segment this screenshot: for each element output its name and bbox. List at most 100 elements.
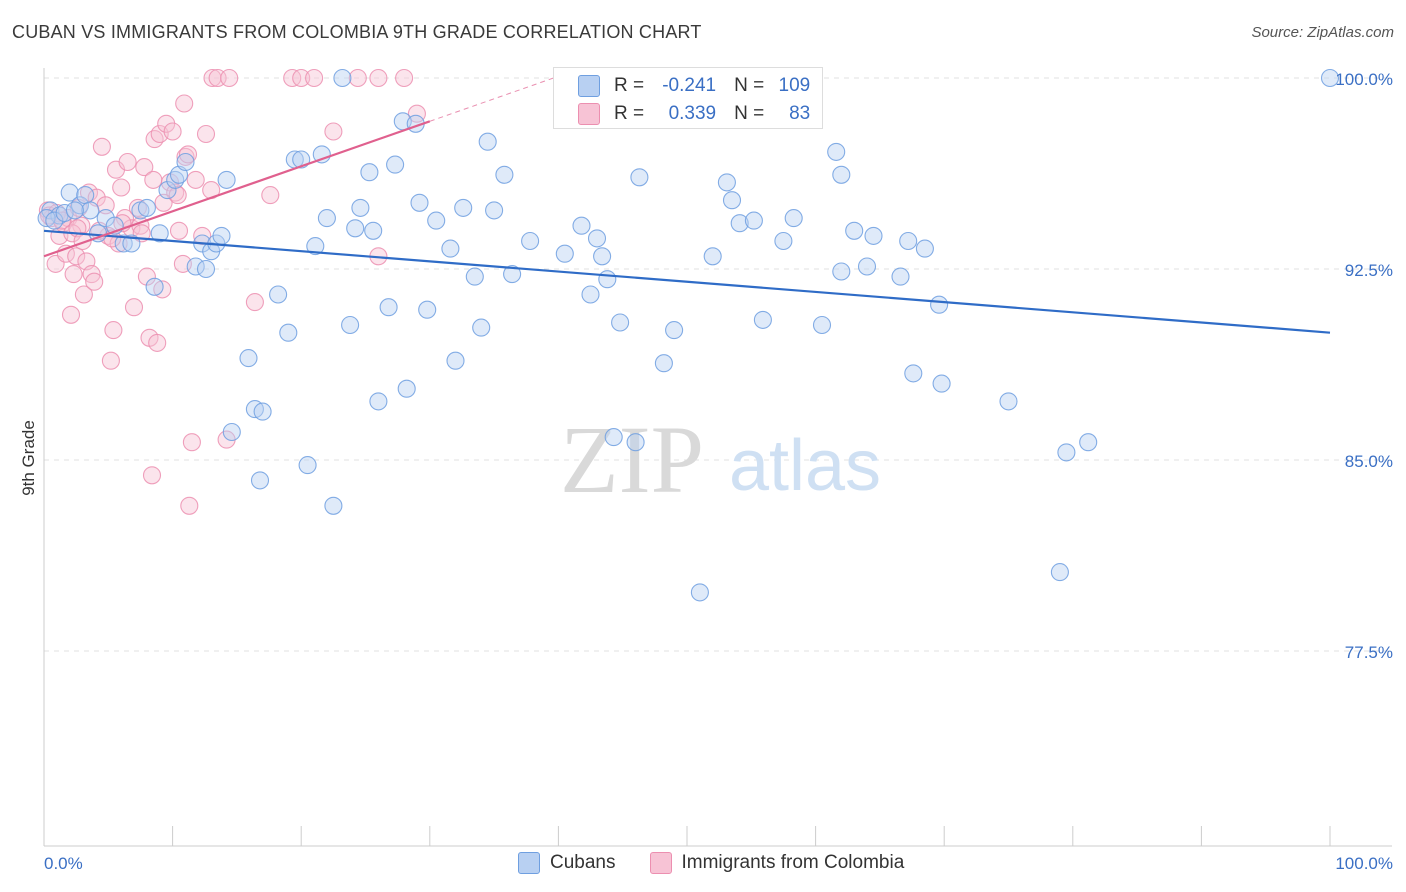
cuban-point-90 [845,221,864,240]
colombia-point-51 [182,433,201,452]
cuban-point-73 [626,433,645,452]
cuban-point-101 [1057,443,1076,462]
colombia-point-43 [163,122,182,141]
colombia-point-59 [220,68,239,88]
cuban-point-4 [76,186,95,205]
watermark: ZIP atlas [560,406,881,513]
colombia-point-61 [261,186,280,205]
cuban-point-15 [158,181,177,200]
cuban-point-40 [333,68,352,88]
cuban-point-57 [454,198,473,217]
r-label-pink: R = [614,103,645,124]
colombia-point-82 [168,186,187,205]
colombia-point-32 [135,158,154,177]
cuban-point-87 [827,142,846,161]
cuban-point-95 [904,364,923,383]
cuban-point-47 [379,298,398,317]
cuban-point-26 [222,422,241,442]
colombia-point-37 [145,130,164,149]
cuban-point-96 [915,239,934,258]
legend-item-colombia[interactable]: Immigrants from Colombia [649,852,905,874]
cuban-point-52 [410,193,429,212]
cuban-point-76 [665,321,684,340]
colombia-point-27 [118,152,137,172]
legend-swatch-colombia [649,852,672,874]
colombia-point-25 [112,178,131,197]
cuban-point-58 [465,267,484,286]
cuban-point-25 [217,170,236,189]
cuban-point-89 [832,262,851,281]
colombia-point-48 [176,147,195,166]
cuban-point-81 [730,214,749,233]
colombia-point-50 [180,496,199,515]
source-label: Source: ZipAtlas.com [1251,24,1394,41]
colombia-point-65 [324,122,343,141]
stats-row-cubans: R = -0.241 N = 109 [578,72,810,100]
n-label-blue: N = [734,75,765,96]
cuban-point-84 [774,231,793,251]
colombia-point-18 [92,137,111,156]
cuban-point-44 [360,163,379,182]
cuban-point-14 [150,224,169,243]
cuban-point-83 [753,310,772,329]
colombia-trend-extension [429,75,559,122]
cuban-point-63 [503,265,522,284]
cuban-point-27 [239,349,258,368]
cuban-point-45 [364,221,383,240]
cuban-point-98 [932,374,951,393]
cuban-point-107 [65,201,84,220]
legend-label-colombia: Immigrants from Colombia [681,852,905,873]
x-tick-label-0: 0.0% [44,854,83,873]
colombia-point-67 [369,68,388,88]
legend-swatch-cubans [518,852,540,874]
colombia-point-8 [64,265,83,284]
legend: Cubans Immigrants from Colombia [518,852,926,874]
colombia-point-69 [395,68,414,88]
cuban-point-19 [186,257,205,276]
cuban-point-77 [690,583,709,602]
cuban-point-102 [1079,433,1098,452]
colombia-point-33 [137,267,156,286]
cuban-point-36 [306,237,325,256]
colombia-point-47 [175,94,194,113]
axes [43,68,1392,847]
colombia-point-26 [115,209,135,228]
cuban-point-94 [899,231,918,251]
colombia-point-52 [186,170,205,189]
watermark-zip: ZIP [560,406,704,513]
cuban-trend-line [43,229,1331,334]
colombia-point-29 [124,298,144,317]
cuban-point-105 [45,211,64,230]
cuban-point-69 [593,247,612,266]
cuban-point-71 [604,428,623,447]
colombia-point-16 [85,272,104,291]
cuban-point-24 [212,226,231,245]
cuban-point-48 [386,155,405,174]
cuban-points [37,68,1340,602]
cuban-point-38 [317,209,336,228]
cuban-point-79 [717,173,736,192]
cuban-point-72 [611,313,630,332]
legend-item-cubans[interactable]: Cubans [518,852,616,874]
cuban-point-64 [521,231,540,251]
colombia-point-60 [245,293,264,312]
cuban-point-43 [351,198,370,217]
y-axis-label: 9th Grade [19,420,38,496]
trend-lines [43,75,1331,334]
y-tick-label-2: 92.5% [1345,261,1393,280]
cuban-point-30 [253,402,272,421]
cuban-point-62 [495,165,514,184]
cuban-point-88 [832,165,851,184]
cuban-point-13 [145,277,164,296]
cuban-point-29 [250,471,270,490]
colombia-point-12 [74,285,93,304]
colombia-point-35 [142,466,162,485]
stats-box: R = -0.241 N = 109 R = 0.339 N = 83 [553,67,823,129]
cuban-point-61 [485,201,504,220]
colombia-point-9 [67,247,86,266]
cuban-point-91 [857,257,877,276]
colombia-point-66 [348,68,367,88]
cuban-point-106 [55,203,74,223]
colombia-point-38 [148,333,167,352]
